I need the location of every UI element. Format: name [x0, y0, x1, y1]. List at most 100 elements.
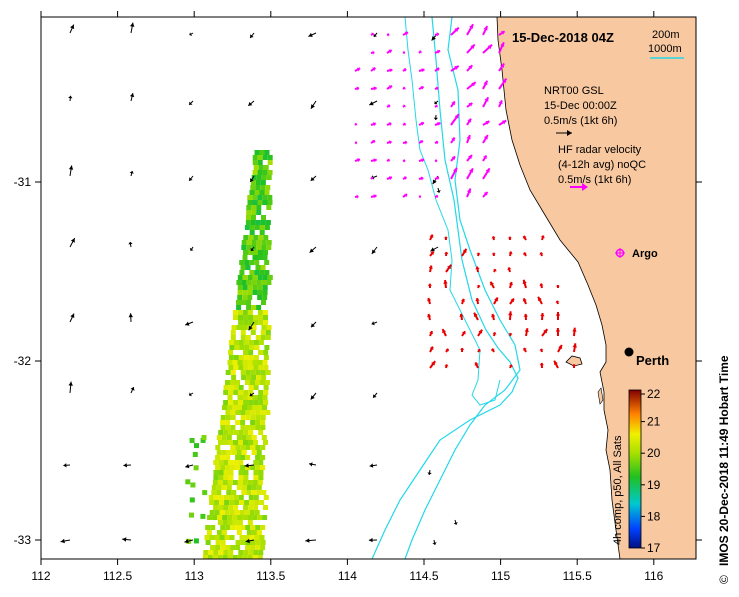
- colorbar-tick-label: 20: [647, 446, 661, 460]
- sst-pixel: [248, 480, 253, 485]
- sst-pixel: [239, 495, 244, 500]
- sst-pixel: [255, 445, 260, 450]
- sst-pixel: [230, 380, 235, 385]
- sst-pixel: [266, 370, 271, 375]
- sst-pixel: [246, 300, 251, 305]
- sst-pixel: [225, 535, 230, 540]
- sst-pixel: [243, 400, 248, 405]
- sst-pixel: [255, 420, 260, 425]
- sst-pixel: [250, 425, 255, 430]
- sst-pixel: [235, 545, 240, 550]
- sst-pixel: [263, 365, 268, 370]
- sst-pixel: [260, 230, 265, 235]
- sst-pixel: [251, 375, 256, 380]
- sst-pixel: [257, 530, 262, 535]
- sst-pixel: [243, 235, 248, 240]
- sst-pixel: [254, 270, 259, 275]
- sst-pixel: [231, 415, 236, 420]
- sst-pixel: [264, 260, 269, 265]
- sst-pixel: [240, 420, 245, 425]
- sst-pixel: [233, 315, 238, 320]
- sst-pixel: [255, 185, 260, 190]
- sst-pixel: [232, 515, 237, 520]
- sst-pixel: [260, 420, 265, 425]
- sst-pixel: [224, 470, 229, 475]
- sst-pixel: [258, 390, 263, 395]
- sst-pixel: [258, 155, 263, 160]
- sst-pixel: [227, 485, 232, 490]
- sst-pixel: [256, 370, 261, 375]
- sst-pixel: [246, 265, 251, 270]
- sst-pixel: [241, 540, 246, 545]
- sst-pixel: [210, 510, 215, 515]
- sst-pixel: [246, 375, 251, 380]
- sst-pixel: [263, 255, 268, 260]
- sst-pixel: [252, 325, 257, 330]
- sst-pixel: [268, 160, 273, 165]
- sst-pixel: [249, 340, 254, 345]
- sst-pixel: [248, 430, 253, 435]
- sst-pixel: [250, 445, 255, 450]
- sst-pixel: [248, 235, 253, 240]
- sst-pixel: [248, 350, 253, 355]
- sst-pixel: [233, 440, 238, 445]
- sst-pixel: [257, 175, 262, 180]
- sst-pixel: [221, 540, 226, 545]
- sst-pixel: [257, 485, 262, 490]
- sst-pixel: [245, 525, 250, 530]
- sst-pixel: [267, 240, 272, 245]
- sst-pixel: [256, 245, 261, 250]
- sst-pixel: [215, 455, 220, 460]
- sst-pixel: [235, 525, 240, 530]
- sst-pixel: [238, 365, 243, 370]
- sst-pixel: [214, 500, 219, 505]
- sst-pixel: [263, 290, 268, 295]
- sst-pixel: [243, 275, 248, 280]
- sst-pixel: [238, 390, 243, 395]
- sst-pixel: [255, 425, 260, 430]
- sst-pixel: [260, 425, 265, 430]
- sst-pixel: [190, 438, 195, 443]
- sst-pixel: [189, 513, 194, 518]
- sst-pixel: [263, 395, 268, 400]
- sst-pixel: [243, 480, 248, 485]
- sst-pixel: [240, 445, 245, 450]
- sst-pixel: [251, 330, 256, 335]
- sst-pixel: [235, 510, 240, 515]
- sst-pixel: [258, 315, 263, 320]
- sst-pixel: [223, 505, 228, 510]
- sst-pixel: [255, 465, 260, 470]
- sst-pixel: [212, 485, 217, 490]
- sst-pixel: [262, 175, 267, 180]
- sst-pixel: [262, 240, 267, 245]
- sst-pixel: [248, 360, 253, 365]
- sst-pixel: [202, 435, 207, 440]
- sst-pixel: [223, 430, 228, 435]
- sst-pixel: [261, 180, 266, 185]
- sst-pixel: [237, 530, 242, 535]
- sst-pixel: [265, 380, 270, 385]
- sst-pixel: [253, 505, 258, 510]
- sst-pixel: [238, 320, 243, 325]
- sst-pixel: [261, 415, 266, 420]
- sst-pixel: [267, 175, 272, 180]
- sst-pixel: [256, 220, 261, 225]
- sst-pixel: [247, 405, 252, 410]
- sst-pixel: [251, 490, 256, 495]
- sst-pixel: [254, 355, 259, 360]
- sst-pixel: [247, 195, 252, 200]
- sst-pixel: [228, 395, 233, 400]
- sst-pixel: [246, 280, 251, 285]
- sst-pixel: [234, 385, 239, 390]
- sst-pixel: [243, 320, 248, 325]
- sst-pixel: [249, 385, 254, 390]
- sst-pixel: [220, 545, 225, 550]
- sst-pixel: [249, 345, 254, 350]
- sst-pixel: [239, 345, 244, 350]
- perth-label: Perth: [636, 353, 669, 368]
- sst-pixel: [244, 260, 249, 265]
- sst-pixel: [254, 495, 259, 500]
- sst-pixel: [258, 480, 263, 485]
- sst-pixel: [254, 470, 259, 475]
